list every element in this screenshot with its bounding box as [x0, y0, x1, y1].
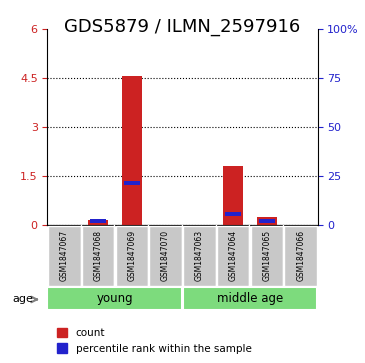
Text: young: young [97, 292, 133, 305]
Text: GSM1847064: GSM1847064 [228, 230, 238, 281]
FancyBboxPatch shape [284, 226, 317, 286]
FancyBboxPatch shape [116, 226, 148, 286]
FancyBboxPatch shape [251, 226, 283, 286]
FancyBboxPatch shape [183, 226, 216, 286]
FancyBboxPatch shape [47, 287, 182, 310]
Text: GSM1847066: GSM1847066 [296, 230, 305, 281]
Text: GSM1847069: GSM1847069 [127, 230, 137, 281]
FancyBboxPatch shape [48, 226, 81, 286]
Bar [223, 166, 243, 225]
Text: GSM1847068: GSM1847068 [93, 230, 103, 281]
Text: GDS5879 / ILMN_2597916: GDS5879 / ILMN_2597916 [64, 18, 301, 36]
FancyBboxPatch shape [182, 287, 317, 310]
Bar [90, 219, 106, 223]
FancyBboxPatch shape [82, 226, 114, 286]
Text: GSM1847065: GSM1847065 [262, 230, 272, 281]
Bar [259, 219, 275, 223]
Bar [225, 212, 241, 216]
Bar [257, 217, 277, 225]
Bar [124, 181, 140, 184]
Bar [122, 76, 142, 225]
Text: age: age [13, 294, 34, 305]
Text: GSM1847070: GSM1847070 [161, 230, 170, 281]
FancyBboxPatch shape [149, 226, 182, 286]
Text: GSM1847063: GSM1847063 [195, 230, 204, 281]
FancyBboxPatch shape [217, 226, 249, 286]
Bar [88, 220, 108, 225]
Text: GSM1847067: GSM1847067 [60, 230, 69, 281]
Legend: count, percentile rank within the sample: count, percentile rank within the sample [53, 324, 255, 358]
Text: middle age: middle age [217, 292, 283, 305]
